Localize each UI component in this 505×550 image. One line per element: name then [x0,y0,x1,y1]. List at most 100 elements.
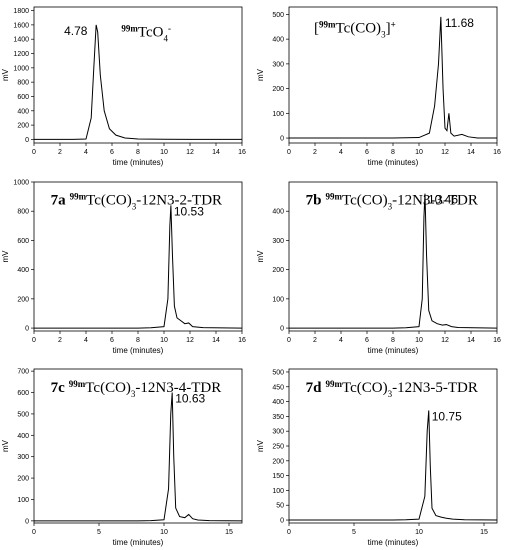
y-tick-label: 0 [25,518,29,525]
y-tick-label: 300 [272,238,284,245]
y-tick-label: 100 [272,488,284,495]
chart-title: 7a 99mTc(CO)3-12N3-2-TDR [51,191,222,211]
title-part: Tc(CO) [86,192,132,208]
y-tick-label: 200 [272,458,284,465]
x-tick-label: 15 [225,529,233,536]
y-tick-label: 700 [17,369,29,376]
x-tick-label: 12 [186,337,194,344]
y-tick-label: 0 [25,137,29,144]
title-part: -12N3-2-TDR [136,192,222,208]
y-tick-label: 1600 [13,22,29,29]
title-part: 7c [51,380,66,396]
title-part: + [391,20,396,30]
y-tick-label: 0 [25,326,29,333]
x-tick-label: 14 [467,149,475,156]
title-part: 7d [306,380,323,396]
peak-label: 11.68 [445,16,474,30]
y-axis-label: mV [1,439,10,452]
x-tick-label: 0 [287,337,291,344]
y-tick-label: 0 [280,326,284,333]
y-tick-label: 500 [272,369,284,376]
title-part: 99m [121,24,138,34]
title-part: 99m [70,191,87,201]
y-tick-label: 0 [280,136,284,143]
y-axis-label: mV [1,250,10,263]
x-tick-label: 4 [84,337,88,344]
peak-label: 10.53 [174,204,204,218]
title-part: 3 [131,389,136,399]
title-part: 3 [381,30,386,40]
trace [34,392,243,522]
x-tick-label: 6 [110,337,114,344]
x-tick-label: 10 [415,337,423,344]
y-tick-label: 200 [17,296,29,303]
y-tick-label: 1200 [13,51,29,58]
title-part: [ [314,21,319,37]
title-part: -12N3-5-TDR [392,380,478,396]
chart-title: 99mTcO4- [121,24,171,44]
y-tick-label: 500 [17,411,29,418]
y-tick-label: 300 [272,61,284,68]
x-axis-label: time (minutes) [368,158,419,167]
y-tick-label: 200 [17,476,29,483]
x-tick-label: 12 [441,337,449,344]
x-tick-label: 8 [391,149,395,156]
y-tick-label: 1400 [13,37,29,44]
x-tick-label: 15 [480,529,488,536]
peak-label: 4.78 [64,24,88,38]
x-tick-label: 10 [160,529,168,536]
y-tick-label: 250 [272,444,284,451]
y-axis-label: mV [256,250,265,263]
title-part: Tc(CO) [85,380,131,396]
x-tick-label: 0 [32,149,36,156]
x-tick-label: 16 [238,337,246,344]
y-tick-label: 300 [17,454,29,461]
title-part: 99m [69,379,86,389]
trace [289,16,497,139]
y-tick-label: 500 [272,12,284,19]
peak-label: 10.46 [428,193,458,207]
title-part: -12N3-3-TDR [392,192,478,208]
y-tick-label: 300 [272,429,284,436]
y-tick-label: 400 [17,433,29,440]
title-part: TcO [138,25,164,41]
title-part: 99m [325,191,342,201]
title-part: 99m [319,20,336,30]
x-tick-label: 4 [84,149,88,156]
x-tick-label: 10 [415,149,423,156]
x-axis-label: time (minutes) [113,158,164,167]
title-part: Tc(CO) [342,192,388,208]
x-tick-label: 0 [287,529,291,536]
chart-panel: 0 100 200 300 400 500 0 2 4 6 8 10 12 14 16 time (minut… [256,6,501,167]
y-axis-label: mV [256,68,265,81]
title-part: 99m [325,379,342,389]
x-tick-label: 5 [97,529,101,536]
x-tick-label: 16 [493,337,501,344]
x-tick-label: 6 [365,149,369,156]
y-tick-label: 1000 [13,180,29,187]
y-tick-label: 1800 [13,8,29,15]
x-tick-label: 0 [32,337,36,344]
title-part: - [168,24,171,34]
x-axis-label: time (minutes) [368,538,419,547]
y-tick-label: 0 [280,518,284,525]
title-part: Tc(CO) [342,380,388,396]
x-tick-label: 12 [186,149,194,156]
title-part: 7b [306,192,322,208]
x-tick-label: 16 [238,149,246,156]
x-tick-label: 10 [160,337,168,344]
x-tick-label: 4 [339,337,343,344]
x-tick-label: 0 [287,149,291,156]
trace [289,410,498,521]
x-tick-label: 8 [136,149,140,156]
title-part: 7a [51,192,67,208]
x-tick-label: 12 [441,149,449,156]
title-part: 4 [163,34,168,44]
x-tick-label: 2 [313,149,317,156]
chart-panel: 0 200 400 600 800 1000 1200 1400 1600 1800 0 2 4 6 8 10… [1,6,246,167]
y-tick-label: 100 [17,497,29,504]
x-tick-label: 0 [32,529,36,536]
x-axis-label: time (minutes) [368,346,419,355]
chart-panel: 0 100 200 300 400 0 2 4 6 8 10 12 14 16 time (minutes)… [256,181,501,355]
